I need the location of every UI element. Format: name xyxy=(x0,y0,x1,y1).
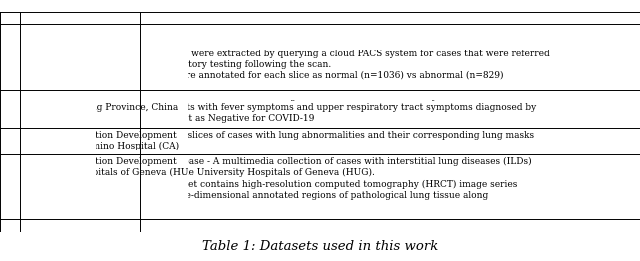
Text: Development Dataset
Source: Chainz [8]: Development Dataset Source: Chainz [8] xyxy=(24,26,124,46)
Text: 4: 4 xyxy=(4,182,10,191)
Text: Dataset: Dataset xyxy=(24,13,62,22)
Text: 109 patients with confirmed diagnosis of COVID-19 infection by RT-PCR
90 Patient: 109 patients with confirmed diagnosis of… xyxy=(143,92,536,123)
Text: Description: Description xyxy=(143,13,201,22)
Text: N: N xyxy=(4,13,12,22)
Text: 2: 2 xyxy=(4,104,10,113)
Text: Testing Dataset
Source: Zhejiang Province, China: Testing Dataset Source: Zhejiang Provinc… xyxy=(24,92,179,112)
Text: Table 1: Datasets used in this work: Table 1: Datasets used in this work xyxy=(202,240,438,253)
Text: 6,150 CT slices of cases with lung abnormalities and their corresponding lung ma: 6,150 CT slices of cases with lung abnor… xyxy=(143,130,534,140)
Text: Lung segmentation Development
University Hospitals of Geneva (HUG).: Lung segmentation Development University… xyxy=(24,157,202,177)
Text: 3: 3 xyxy=(4,137,10,146)
Text: ILD database - A multimedia collection of cases with interstitial lung diseases : ILD database - A multimedia collection o… xyxy=(143,157,532,211)
Text: 1: 1 xyxy=(4,52,10,61)
Text: Lung segmentation Development
Sources: El-Camino Hospital (CA): Lung segmentation Development Sources: E… xyxy=(24,130,179,151)
Text: 50 abnormal thoracic CT scans (slice thickness, {5,7,8,9,10} mm) from China of p: 50 abnormal thoracic CT scans (slice thi… xyxy=(143,26,554,80)
